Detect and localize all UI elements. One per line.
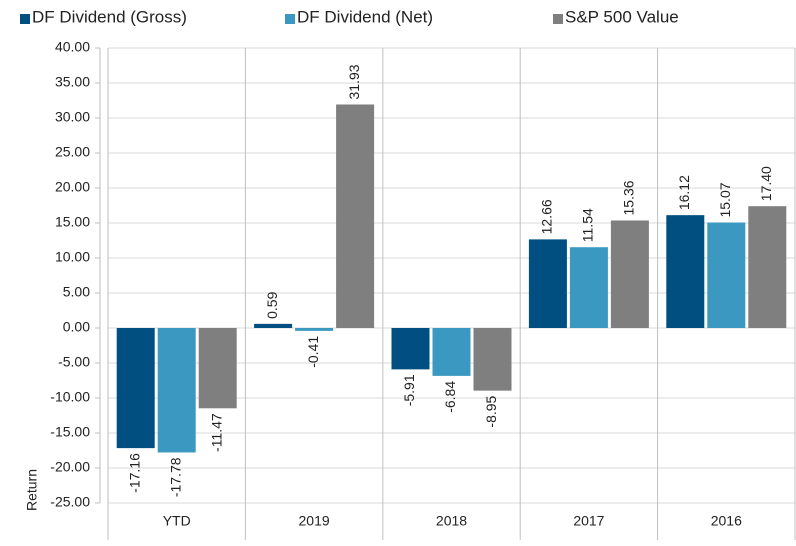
legend-label: DF Dividend (Gross) (32, 7, 187, 26)
bar (528, 239, 567, 328)
data-label: 31.93 (346, 64, 362, 99)
data-label: -8.95 (483, 395, 499, 427)
y-tick-label: -15.00 (50, 424, 90, 440)
bar (748, 206, 787, 328)
data-label: 17.40 (758, 166, 774, 201)
y-tick-label: 0.00 (63, 319, 90, 335)
bar (157, 328, 196, 453)
x-tick-label: YTD (163, 513, 191, 529)
bar (116, 328, 155, 449)
data-label: 0.59 (264, 291, 280, 318)
data-label: -17.78 (167, 457, 183, 497)
data-label: -11.47 (208, 413, 224, 452)
data-label: -0.41 (305, 336, 321, 368)
bar (666, 215, 705, 328)
y-tick-label: 5.00 (63, 284, 90, 300)
x-tick-label: 2018 (436, 513, 467, 529)
y-tick-label: -5.00 (58, 354, 90, 370)
data-label: 12.66 (539, 199, 555, 234)
y-tick-label: 35.00 (55, 74, 90, 90)
y-tick-label: 30.00 (55, 109, 90, 125)
y-tick-label: 10.00 (55, 249, 90, 265)
bar (707, 222, 746, 328)
y-tick-label: -20.00 (50, 459, 90, 475)
legend-label: DF Dividend (Net) (297, 7, 433, 26)
x-tick-label: 2017 (573, 513, 604, 529)
legend-label: S&P 500 Value (565, 7, 679, 26)
bar (610, 220, 649, 328)
x-tick-label: 2019 (299, 513, 330, 529)
bar (432, 328, 471, 376)
data-label: -5.91 (401, 374, 417, 406)
legend-swatch (553, 14, 563, 24)
data-label: 16.12 (676, 175, 692, 210)
y-tick-label: -25.00 (50, 494, 90, 510)
bar (254, 323, 293, 328)
legend-swatch (285, 14, 295, 24)
y-tick-label: -10.00 (50, 389, 90, 405)
data-label: 15.36 (621, 180, 637, 215)
data-label: 15.07 (717, 182, 733, 217)
x-tick-label: 2016 (711, 513, 742, 529)
data-label: -17.16 (126, 453, 142, 493)
legend-swatch (20, 14, 30, 24)
data-label: 11.54 (580, 208, 596, 242)
bar (198, 328, 237, 409)
y-tick-label: 25.00 (55, 144, 90, 160)
y-tick-label: 40.00 (55, 39, 90, 55)
bar (295, 328, 334, 331)
bar (569, 247, 608, 328)
y-axis-label: Return (24, 469, 40, 511)
y-tick-label: 15.00 (55, 214, 90, 230)
data-label: -6.84 (442, 381, 458, 413)
bar (473, 328, 512, 391)
bar (391, 328, 430, 370)
bar (336, 104, 375, 329)
y-tick-label: 20.00 (55, 179, 90, 195)
